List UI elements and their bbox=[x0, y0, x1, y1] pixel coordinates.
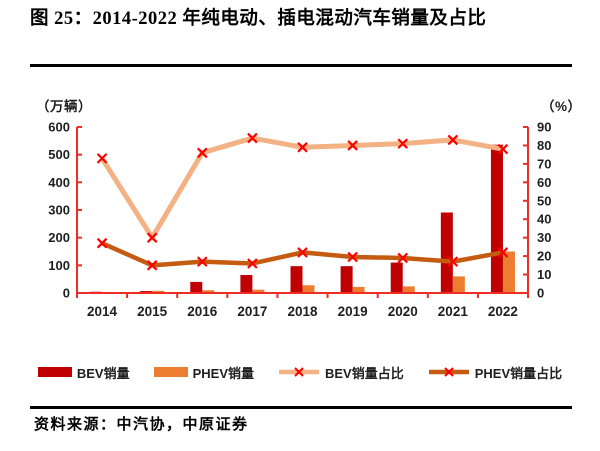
x-axis-category-label: 2014 bbox=[87, 304, 118, 319]
marker-BEV销量占比-2018 bbox=[297, 142, 308, 153]
legend-line-swatch bbox=[279, 367, 319, 377]
marker-BEV销量占比-2020 bbox=[397, 138, 408, 149]
left-axis-tick-label: 500 bbox=[48, 147, 70, 162]
legend-item-PHEV销量占比: PHEV销量占比 bbox=[428, 363, 562, 382]
source-attribution: 资料来源：中汽协，中原证券 bbox=[34, 417, 249, 433]
bar-PHEV销量-2018 bbox=[302, 285, 315, 293]
marker-BEV销量占比-2022 bbox=[497, 143, 509, 155]
left-axis-tick-label: 300 bbox=[48, 203, 70, 218]
bar-PHEV销量-2016 bbox=[202, 290, 215, 293]
left-axis-tick-label: 200 bbox=[48, 230, 70, 245]
right-axis-tick-label: 0 bbox=[537, 286, 544, 301]
right-axis-tick-label: 50 bbox=[537, 193, 551, 208]
left-axis-tick-label: 400 bbox=[48, 175, 70, 190]
legend-item-BEV销量: BEV销量 bbox=[37, 363, 130, 382]
x-axis-category-label: 2019 bbox=[338, 304, 368, 319]
right-axis-tick-label: 40 bbox=[537, 212, 551, 227]
bar-PHEV销量-2020 bbox=[402, 286, 415, 293]
x-axis-category-label: 2015 bbox=[137, 304, 168, 319]
right-axis-tick-label: 70 bbox=[537, 156, 551, 171]
marker-PHEV销量占比-2017 bbox=[247, 258, 258, 269]
legend-item-PHEV销量: PHEV销量 bbox=[153, 363, 254, 382]
right-axis-tick-label: 30 bbox=[537, 230, 551, 245]
bar-PHEV销量-2022 bbox=[502, 251, 515, 293]
legend-item-BEV销量占比: BEV销量占比 bbox=[278, 363, 404, 382]
x-axis-category-label: 2016 bbox=[187, 304, 218, 319]
legend-bar-swatch bbox=[37, 367, 72, 377]
marker-PHEV销量占比-2019 bbox=[347, 251, 358, 263]
bar-BEV销量-2022 bbox=[490, 144, 503, 293]
marker-PHEV销量占比-2018 bbox=[297, 247, 308, 258]
right-axis-tick-label: 80 bbox=[537, 138, 551, 153]
bar-PHEV销量-2015 bbox=[152, 290, 165, 293]
title-divider-rule bbox=[30, 64, 572, 67]
x-axis-category-label: 2018 bbox=[287, 304, 318, 319]
legend-line-swatch bbox=[428, 367, 469, 377]
bar-PHEV销量-2021 bbox=[452, 276, 465, 293]
marker-BEV销量占比-2016 bbox=[197, 147, 208, 159]
marker-PHEV销量占比-2022 bbox=[497, 247, 509, 258]
legend-label: PHEV销量 bbox=[192, 365, 254, 381]
right-axis-unit-label: （%） bbox=[541, 99, 582, 114]
left-axis-tick-label: 100 bbox=[48, 258, 70, 273]
marker-BEV销量占比-2017 bbox=[247, 132, 258, 144]
combo-chart: 0 100 200 300 400 500 600 0 10 20 30 40 50 60 70 80 90 20… bbox=[48, 120, 551, 320]
marker-BEV销量占比-2014 bbox=[96, 153, 108, 164]
right-axis-tick-label: 20 bbox=[537, 249, 551, 264]
legend-label: BEV销量 bbox=[76, 365, 130, 381]
bar-BEV销量-2018 bbox=[290, 266, 303, 293]
bar-BEV销量-2019 bbox=[340, 266, 353, 293]
legend-label: PHEV销量占比 bbox=[474, 365, 563, 381]
left-axis-tick-label: 0 bbox=[63, 286, 70, 301]
source-divider-rule bbox=[30, 406, 572, 409]
marker-BEV销量占比-2021 bbox=[447, 134, 459, 146]
x-axis-category-label: 2021 bbox=[438, 304, 469, 319]
right-axis-tick-label: 60 bbox=[537, 175, 551, 190]
x-axis-category-label: 2020 bbox=[388, 304, 418, 319]
legend-bar-swatch bbox=[153, 367, 188, 377]
bar-PHEV销量-2019 bbox=[352, 286, 365, 293]
marker-PHEV销量占比-2014 bbox=[96, 237, 108, 249]
bar-BEV销量-2021 bbox=[440, 212, 453, 293]
x-axis-category-label: 2022 bbox=[488, 304, 518, 319]
bar-BEV销量-2020 bbox=[390, 262, 403, 293]
marker-BEV销量占比-2015 bbox=[146, 232, 158, 243]
bar-BEV销量-2016 bbox=[190, 281, 203, 293]
chart-legend: BEV销量 PHEV销量 BEV销量占比 PHEV销量占比 bbox=[0, 358, 600, 386]
left-axis-unit-label: （万辆） bbox=[36, 99, 92, 114]
marker-PHEV销量占比-2021 bbox=[447, 256, 459, 267]
right-axis-tick-label: 10 bbox=[537, 267, 551, 282]
marker-BEV销量占比-2019 bbox=[347, 140, 358, 151]
marker-PHEV销量占比-2016 bbox=[197, 256, 208, 267]
bar-PHEV销量-2017 bbox=[252, 289, 265, 293]
marker-PHEV销量占比-2020 bbox=[397, 252, 408, 264]
bar-BEV销量-2017 bbox=[240, 275, 253, 293]
figure-title: 图 25：2014-2022 年纯电动、插电混动汽车销量及占比 bbox=[30, 9, 487, 29]
legend-label: BEV销量占比 bbox=[325, 365, 404, 381]
x-axis-category-label: 2017 bbox=[237, 304, 267, 319]
right-axis-tick-label: 90 bbox=[537, 120, 551, 135]
left-axis-tick-label: 600 bbox=[48, 120, 70, 135]
marker-PHEV销量占比-2015 bbox=[146, 260, 158, 271]
